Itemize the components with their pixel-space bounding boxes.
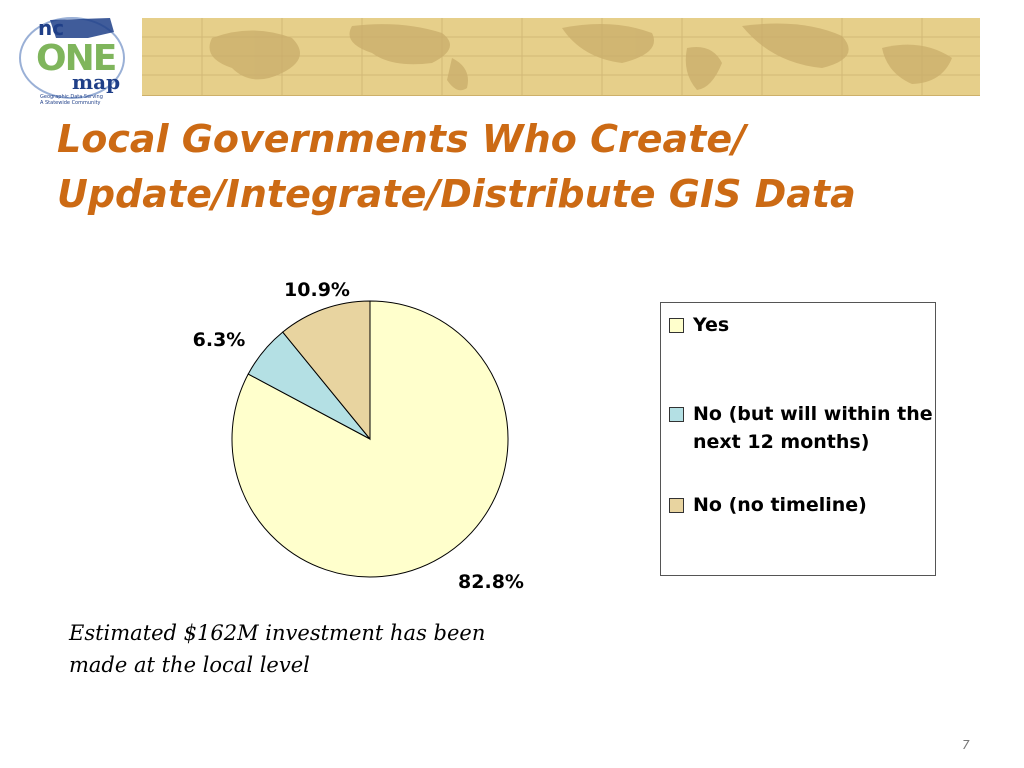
legend-swatch-yes [669,318,684,333]
pie-slice-no-timeline [282,300,371,441]
logo-state-shape [50,18,114,38]
legend-label-yes: Yes [693,314,730,336]
logo-text-nc: nc [38,16,65,40]
data-label-yes: 82.8% [458,571,524,593]
data-label-no-timeline: 10.9% [284,279,350,301]
legend-item-no-timeline: No (no timeline) [669,491,938,519]
world-map-graphic [142,18,980,95]
nc-onemap-logo: nc ONE map Geographic Data Serving A Sta… [10,8,142,106]
world-map-banner [142,18,980,96]
page-number: 7 [962,738,970,752]
legend-item-no-within-12-months: No (but will within the next 12 months) [669,400,938,456]
chart-legend: Yes No (but will within the next 12 mont… [660,302,936,576]
logo-tagline-2: A Statewide Community [40,100,101,106]
logo-orbit-ring [19,17,125,99]
pie-slices [231,300,509,578]
investment-note: Estimated $162M investment has been made… [69,621,486,677]
logo-text-one: ONE [36,38,117,79]
slide-title: Local Governments Who Create/ Update/Int… [57,117,856,216]
legend-label-no-timeline: No (no timeline) [693,494,867,516]
pie-data-labels: 82.8% 6.3% 10.9% [193,279,524,593]
logo-text-map: map [72,70,121,94]
data-label-no-within-12-months: 6.3% [193,329,246,351]
legend-swatch-no-within-12-months [669,407,684,422]
logo-graphic [19,17,125,99]
map-continents [209,23,952,91]
pie-slice-yes [231,300,509,578]
logo-tagline-1: Geographic Data Serving [40,94,103,100]
legend-item-yes: Yes [669,311,938,339]
header-banner: nc ONE map Geographic Data Serving A Sta… [0,0,1024,106]
legend-swatch-no-timeline [669,498,684,513]
legend-label-no-within-12-months: No (but will within the next 12 months) [693,403,933,453]
